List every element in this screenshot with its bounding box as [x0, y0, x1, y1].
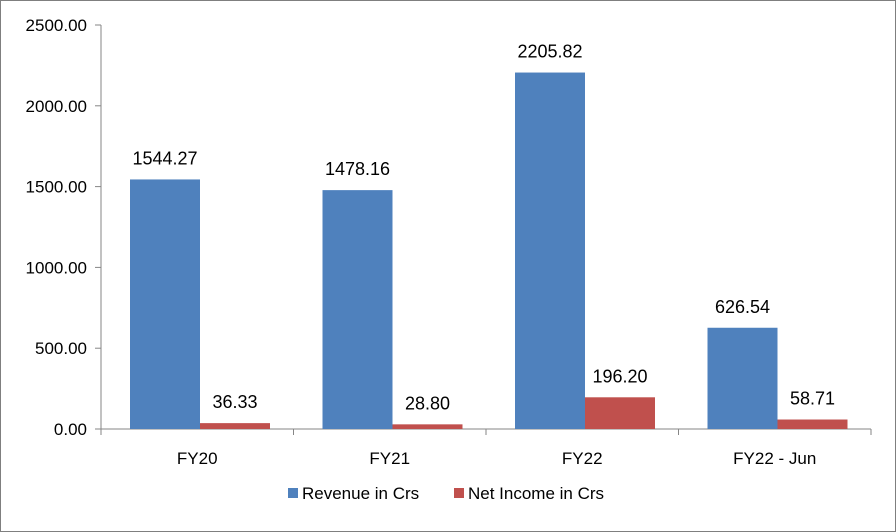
bars [130, 72, 848, 429]
x-axis-ticks: FY20 FY21 FY22 FY22 - Jun [100, 429, 872, 468]
data-label-revenue-0: 1544.27 [132, 148, 197, 168]
y-tick-label: 1500.00 [26, 178, 87, 197]
data-label-revenue-2: 2205.82 [517, 42, 582, 62]
bar-revenue-2 [515, 72, 585, 429]
bar-revenue-3 [707, 327, 778, 429]
data-label-net-income-2: 196.20 [592, 366, 647, 386]
x-tick-label: FY20 [177, 449, 218, 468]
legend-label-net-income: Net Income in Crs [468, 484, 604, 503]
x-tick-label: FY22 [562, 449, 603, 468]
y-tick-label: 2000.00 [26, 97, 87, 116]
bar-net-income-1 [392, 424, 463, 429]
bar-net-income-3 [777, 419, 848, 429]
y-axis-ticks: 0.00 500.00 1000.00 1500.00 2000.00 2500.00 [26, 16, 101, 439]
data-label-net-income-1: 28.80 [405, 393, 450, 413]
data-label-net-income-0: 36.33 [212, 392, 257, 412]
bar-revenue-1 [322, 190, 393, 429]
legend-swatch-revenue [288, 488, 298, 498]
data-label-net-income-3: 58.71 [790, 389, 835, 409]
y-tick-label: 2500.00 [26, 16, 87, 35]
bar-revenue-0 [130, 179, 200, 429]
data-label-revenue-1: 1478.16 [325, 159, 390, 179]
y-tick-label: 0.00 [54, 420, 87, 439]
legend-label-revenue: Revenue in Crs [302, 484, 419, 503]
x-tick-label: FY21 [369, 449, 410, 468]
x-tick-label: FY22 - Jun [733, 449, 816, 468]
bar-net-income-0 [200, 423, 270, 429]
bar-net-income-2 [585, 397, 655, 429]
data-labels: 1544.27 1478.16 2205.82 626.54 36.33 28.80 196… [132, 42, 835, 414]
y-tick-label: 1000.00 [26, 258, 87, 277]
data-label-revenue-3: 626.54 [715, 297, 770, 317]
y-tick-label: 500.00 [35, 339, 87, 358]
legend-swatch-net-income [454, 488, 464, 498]
legend: Revenue in Crs Net Income in Crs [288, 484, 604, 503]
